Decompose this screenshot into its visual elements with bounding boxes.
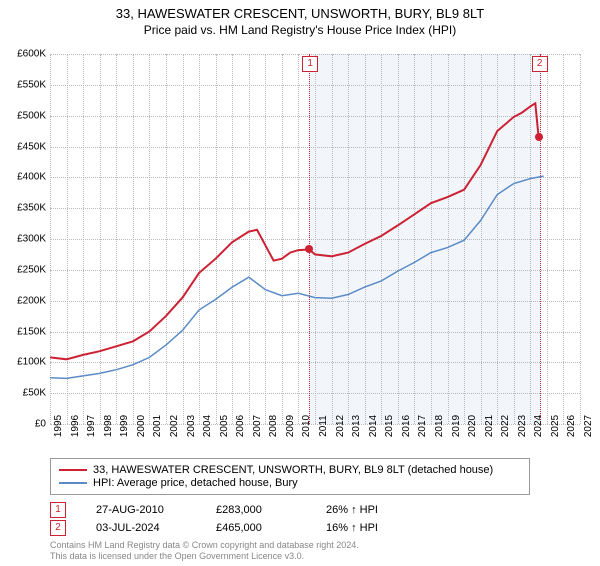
event-marker-box: 2 — [532, 56, 548, 72]
x-axis-label: 2009 — [285, 415, 296, 437]
y-axis-label: £300K — [6, 234, 46, 245]
x-axis-label: 2001 — [152, 415, 163, 437]
y-axis-label: £400K — [6, 172, 46, 183]
y-axis-label: £0 — [6, 419, 46, 430]
y-axis-label: £450K — [6, 141, 46, 152]
x-axis-label: 2006 — [235, 415, 246, 437]
x-axis-label: 2015 — [384, 415, 395, 437]
y-axis-label: £350K — [6, 203, 46, 214]
x-axis-label: 1996 — [70, 415, 81, 437]
x-axis-label: 2026 — [566, 415, 577, 437]
legend: 33, HAWESWATER CRESCENT, UNSWORTH, BURY,… — [50, 458, 530, 495]
event-date: 27-AUG-2010 — [96, 504, 186, 516]
event-marker-box: 1 — [302, 56, 318, 72]
x-axis-label: 2011 — [318, 415, 329, 437]
y-axis-label: £100K — [6, 357, 46, 368]
footer-line: Contains HM Land Registry data © Crown c… — [50, 540, 359, 551]
y-axis-label: £150K — [6, 326, 46, 337]
x-axis-label: 1998 — [103, 415, 114, 437]
x-axis-label: 2005 — [219, 415, 230, 437]
y-axis-label: £550K — [6, 79, 46, 90]
chart-container: 33, HAWESWATER CRESCENT, UNSWORTH, BURY,… — [0, 6, 600, 566]
x-axis-label: 1995 — [53, 415, 64, 437]
gridline-v — [580, 54, 581, 424]
x-axis-label: 2019 — [451, 415, 462, 437]
x-axis-label: 2003 — [186, 415, 197, 437]
event-marker: 2 — [50, 520, 66, 536]
line-series — [50, 54, 580, 424]
footer-attribution: Contains HM Land Registry data © Crown c… — [50, 540, 359, 562]
y-axis-label: £500K — [6, 110, 46, 121]
event-price: £465,000 — [216, 522, 296, 534]
x-axis-label: 2020 — [467, 415, 478, 437]
x-axis-label: 2017 — [417, 415, 428, 437]
x-axis-label: 1997 — [86, 415, 97, 437]
y-axis-label: £200K — [6, 295, 46, 306]
x-axis-label: 2007 — [252, 415, 263, 437]
x-axis-label: 2022 — [500, 415, 511, 437]
chart-subtitle: Price paid vs. HM Land Registry's House … — [0, 23, 600, 37]
chart-title: 33, HAWESWATER CRESCENT, UNSWORTH, BURY,… — [0, 6, 600, 21]
event-date: 03-JUL-2024 — [96, 522, 186, 534]
events-table: 1 27-AUG-2010 £283,000 26% ↑ HPI 2 03-JU… — [50, 500, 378, 538]
y-axis-label: £50K — [6, 388, 46, 399]
x-axis-label: 2023 — [517, 415, 528, 437]
x-axis-label: 2025 — [550, 415, 561, 437]
event-price: £283,000 — [216, 504, 296, 516]
x-axis-label: 2013 — [351, 415, 362, 437]
legend-item: HPI: Average price, detached house, Bury — [59, 477, 521, 489]
event-row: 2 03-JUL-2024 £465,000 16% ↑ HPI — [50, 520, 378, 536]
x-axis-label: 2024 — [533, 415, 544, 437]
event-point — [535, 133, 543, 141]
event-point — [305, 245, 313, 253]
legend-item: 33, HAWESWATER CRESCENT, UNSWORTH, BURY,… — [59, 464, 521, 476]
event-marker: 1 — [50, 502, 66, 518]
legend-label: HPI: Average price, detached house, Bury — [93, 477, 298, 489]
event-delta: 16% ↑ HPI — [326, 522, 378, 534]
x-axis-label: 2002 — [169, 415, 180, 437]
x-axis-label: 2010 — [301, 415, 312, 437]
x-axis-label: 2012 — [335, 415, 346, 437]
event-row: 1 27-AUG-2010 £283,000 26% ↑ HPI — [50, 502, 378, 518]
plot-area: 12 £0£50K£100K£150K£200K£250K£300K£350K£… — [50, 54, 580, 424]
event-delta: 26% ↑ HPI — [326, 504, 378, 516]
x-axis-label: 2018 — [434, 415, 445, 437]
x-axis-label: 2016 — [401, 415, 412, 437]
x-axis-label: 1999 — [119, 415, 130, 437]
x-axis-label: 2021 — [484, 415, 495, 437]
x-axis-label: 2027 — [583, 415, 594, 437]
y-axis-label: £600K — [6, 49, 46, 60]
x-axis-label: 2000 — [136, 415, 147, 437]
x-axis-label: 2008 — [268, 415, 279, 437]
series-line — [50, 176, 544, 378]
legend-label: 33, HAWESWATER CRESCENT, UNSWORTH, BURY,… — [93, 464, 493, 476]
legend-swatch — [59, 469, 87, 471]
y-axis-label: £250K — [6, 264, 46, 275]
legend-swatch — [59, 482, 87, 484]
series-line — [50, 103, 539, 359]
x-axis-label: 2004 — [202, 415, 213, 437]
x-axis-label: 2014 — [368, 415, 379, 437]
